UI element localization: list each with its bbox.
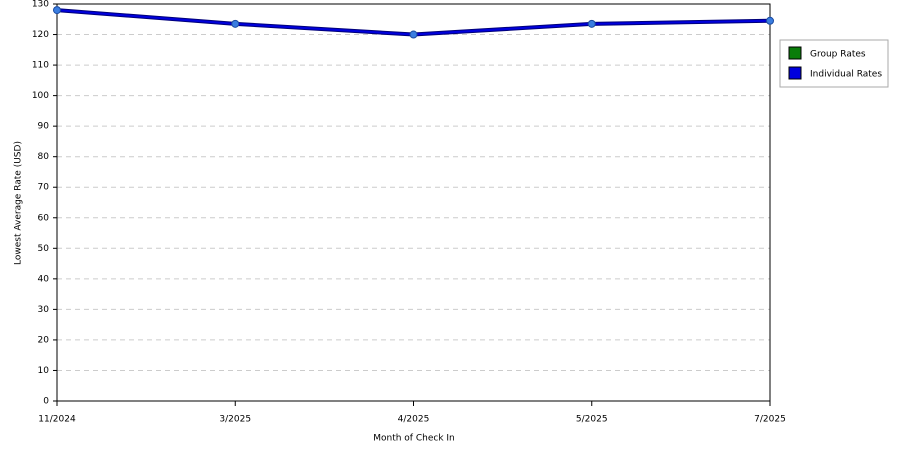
x-tick-label: 7/2025 xyxy=(754,415,786,425)
y-tick-label: 20 xyxy=(38,335,50,345)
plot-frame xyxy=(56,3,771,402)
x-tick-label: 11/2024 xyxy=(38,415,76,425)
data-point xyxy=(766,16,774,25)
data-point xyxy=(587,19,596,28)
y-tick-label: 30 xyxy=(38,305,50,315)
x-tick-label: 3/2025 xyxy=(219,415,251,425)
legend-label: Group Rates xyxy=(810,50,866,60)
legend-swatch xyxy=(788,66,802,80)
legend-swatch xyxy=(788,46,802,60)
y-tick-label: 60 xyxy=(38,213,50,223)
y-tick-label: 80 xyxy=(38,152,50,162)
x-axis-label: Month of Check In xyxy=(373,434,455,444)
x-tick-label: 5/2025 xyxy=(576,415,608,425)
x-tick-label: 4/2025 xyxy=(398,415,430,425)
y-tick-label: 130 xyxy=(32,0,49,10)
y-tick-label: 10 xyxy=(38,366,50,376)
y-tick-label: 90 xyxy=(38,122,50,132)
y-tick-label: 70 xyxy=(38,183,50,193)
y-tick-label: 110 xyxy=(32,61,49,71)
y-axis-label: Lowest Average Rate (USD) xyxy=(14,141,24,265)
y-tick-label: 100 xyxy=(32,91,49,101)
data-point xyxy=(409,30,418,39)
data-point xyxy=(231,19,240,28)
legend-label: Individual Rates xyxy=(810,70,882,80)
y-tick-label: 120 xyxy=(32,30,49,40)
y-tick-label: 0 xyxy=(43,397,49,407)
y-tick-label: 50 xyxy=(38,244,50,254)
data-point xyxy=(53,6,61,15)
y-tick-label: 40 xyxy=(38,274,50,284)
